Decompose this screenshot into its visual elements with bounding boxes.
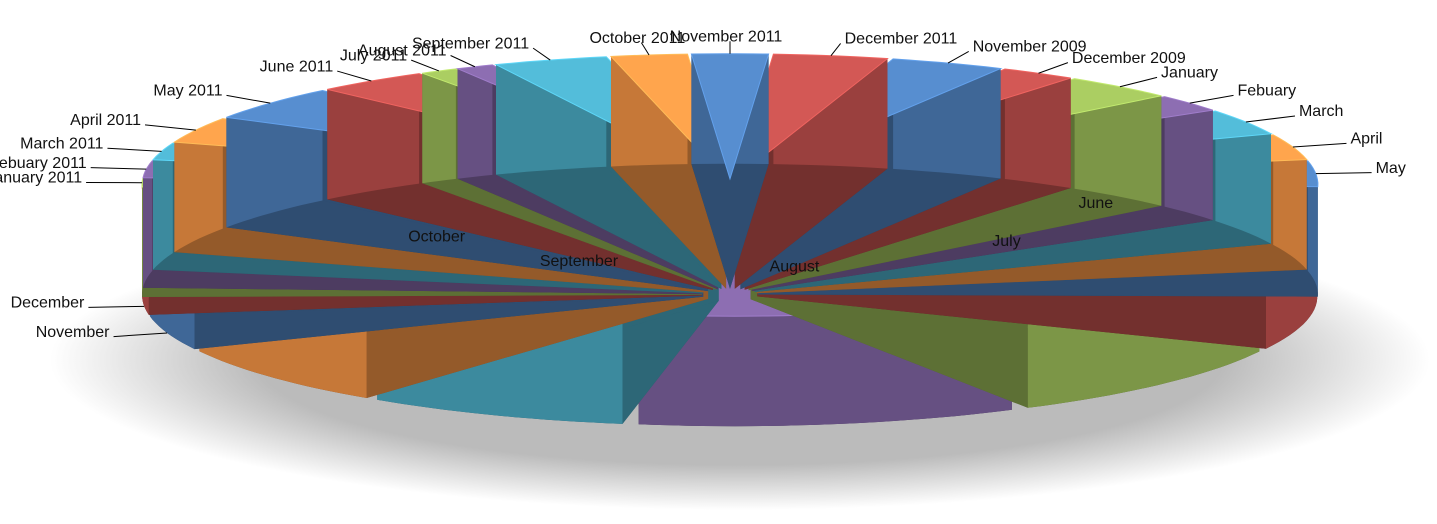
slice-outer: [153, 143, 173, 270]
slice-label: November: [36, 324, 110, 341]
slice-label: November 2009: [973, 39, 1087, 56]
slice-label: December 2009: [1072, 50, 1186, 67]
slice-outer: [457, 64, 493, 179]
slice-label: December 2011: [845, 31, 958, 48]
slice-label: June: [1078, 195, 1113, 212]
leader-line: [144, 124, 196, 131]
slice-label: January: [1161, 65, 1218, 82]
slice-label: October 2011: [589, 30, 685, 47]
pie-slice: [690, 53, 770, 289]
slice-outer: [174, 118, 223, 253]
slice-label: March: [1299, 103, 1343, 120]
leader-line: [107, 147, 162, 152]
slice-outer: [1273, 134, 1307, 270]
slice-label: May: [1376, 160, 1406, 177]
leader-line: [90, 167, 147, 170]
leader-line: [1038, 62, 1069, 74]
leader-line: [1245, 115, 1296, 123]
leader-line: [411, 59, 440, 72]
slice-label: April 2011: [70, 112, 141, 129]
slice-outer: [1215, 111, 1271, 244]
leader-line: [1315, 172, 1372, 175]
slice-outer: [422, 68, 456, 184]
slice-label: October: [408, 228, 466, 245]
slice-label: July 2011: [340, 47, 407, 64]
leader-line: [947, 51, 969, 64]
slice-top: [733, 53, 889, 181]
slice-label: September: [540, 253, 619, 270]
leader-line: [1292, 142, 1347, 148]
slice-label: Febuary 2011: [0, 155, 87, 172]
slice-label: August 2011: [358, 43, 447, 60]
slice-label: August: [770, 259, 820, 276]
slice-label: September 2011: [412, 35, 529, 52]
leader-line: [88, 305, 145, 308]
slice-label: May 2011: [153, 83, 222, 100]
slice-outer: [1074, 78, 1162, 206]
slice-label: June 2011: [260, 58, 334, 75]
leader-line: [337, 70, 372, 82]
leader-line: [1189, 94, 1234, 104]
leader-line: [640, 42, 650, 56]
leader-line: [113, 332, 168, 338]
slice-label: November 2011: [670, 28, 783, 45]
slice-top: [690, 53, 770, 181]
slice-label: July: [992, 233, 1020, 250]
slice-outer: [1004, 69, 1071, 188]
slice-outer: [142, 178, 143, 297]
slice-label: April: [1350, 131, 1382, 148]
slice-outer: [1307, 160, 1318, 297]
leader-line: [1119, 76, 1158, 88]
slice-label: Febuary: [1237, 83, 1296, 100]
leader-line: [226, 94, 271, 104]
leader-line: [532, 47, 551, 61]
leader-line: [830, 43, 842, 57]
slice-label: January 2011: [0, 170, 82, 187]
slice-outer: [143, 160, 153, 288]
slice-outer: [1164, 96, 1213, 221]
slice-label: March 2011: [20, 135, 103, 152]
slice-label: December: [11, 295, 85, 312]
leader-line: [450, 55, 476, 68]
